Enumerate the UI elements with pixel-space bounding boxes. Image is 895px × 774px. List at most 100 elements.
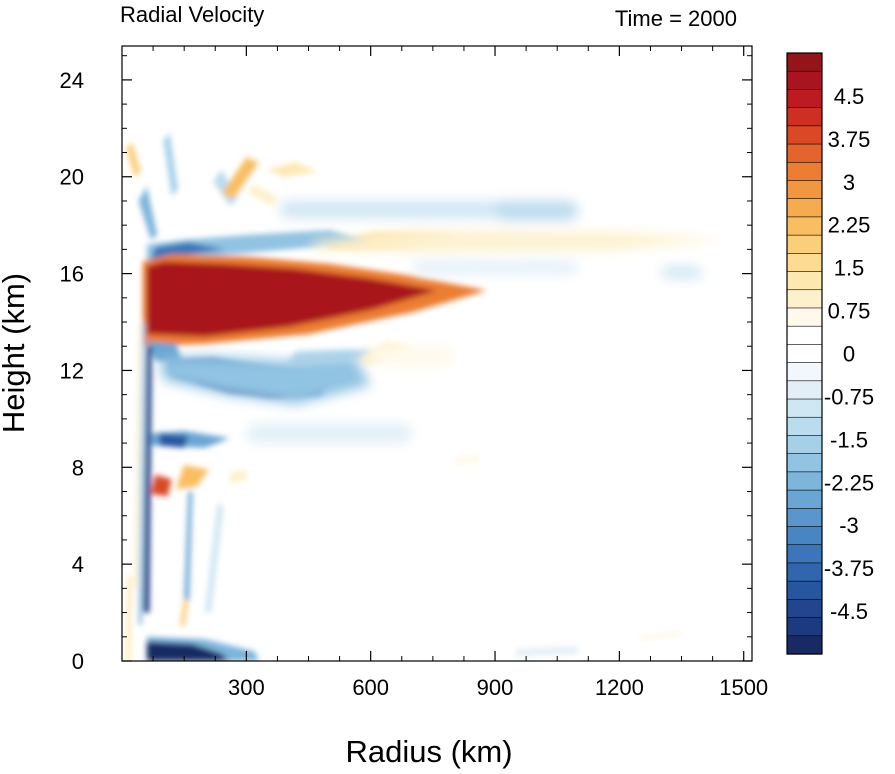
colorbar-swatch [786, 580, 823, 600]
eyewall-blue-outer [138, 322, 146, 625]
colorbar-swatch [786, 435, 823, 455]
colorbar-swatch [786, 198, 823, 218]
colorbar-label: 4.5 [834, 84, 865, 109]
midlevel-inflow-halo [159, 355, 371, 405]
colorbar-swatch [786, 635, 823, 655]
colorbar-swatch [786, 416, 823, 437]
y-tick-label: 16 [60, 262, 84, 287]
faint-band [246, 423, 413, 444]
colorbar-label: 1.5 [834, 256, 865, 281]
column-warm [180, 598, 189, 628]
colorbar-swatch [786, 125, 823, 145]
colorbar-label: 0 [843, 342, 855, 367]
colorbar-label: -1.5 [830, 427, 868, 452]
chart-title: Radial Velocity [120, 2, 264, 27]
upper-inflow [146, 230, 371, 262]
colorbar-label: -4.5 [830, 599, 868, 624]
colorbar-swatch [786, 344, 823, 364]
warm-streak [221, 157, 259, 199]
bl-near-surface-c [640, 631, 682, 640]
plot-frame [121, 45, 753, 662]
y-tick-label: 24 [60, 68, 84, 93]
y-tick-label: 12 [60, 358, 84, 383]
colorbar-swatch [786, 143, 823, 163]
bl-inflow [146, 641, 230, 661]
colorbar-swatch [786, 52, 823, 72]
y-axis: 0 4 8 12 16 20 24 [60, 55, 752, 674]
warm-streak [126, 142, 141, 177]
warm-8km-far [453, 455, 479, 465]
colorbar-swatch [786, 271, 823, 291]
colorbar-swatch [786, 253, 823, 273]
faint-band [660, 266, 703, 279]
colorbar-swatch [786, 398, 823, 418]
y-tick-label: 8 [72, 455, 84, 480]
colorbar-swatch [786, 362, 823, 382]
velocity-field [126, 133, 744, 661]
colorbar: 4.5 3.75 3 2.25 1.5 0.75 0 -0.75 -1.5 -2.25 -3 -3.7… [786, 52, 874, 655]
colorbar-swatch [786, 89, 823, 109]
colorbar-swatch [786, 70, 823, 91]
faint-band [412, 261, 578, 274]
colorbar-label: 3 [843, 170, 855, 195]
colorbar-label: 3.75 [828, 127, 871, 152]
colorbar-swatch [786, 489, 823, 509]
colorbar-swatch [786, 526, 823, 546]
bl-near-surface [412, 639, 744, 652]
colorbar-label: -0.75 [824, 384, 874, 409]
x-axis: 300 600 900 1200 1500 [152, 46, 768, 700]
colorbar-swatch [786, 289, 823, 309]
warm-7km [151, 474, 172, 497]
x-tick-label: 900 [477, 675, 514, 700]
faint-band [370, 346, 454, 366]
streak [138, 186, 158, 240]
y-tick-label: 20 [60, 165, 84, 190]
outflow-layer [312, 230, 723, 252]
eyewall-blue [143, 346, 152, 613]
colorbar-swatch [786, 234, 823, 254]
colorbar-swatch [786, 216, 823, 236]
warm-streak [267, 162, 317, 177]
colorbar-swatch [786, 107, 823, 127]
column-blue [184, 491, 193, 601]
colorbar-label: -2.25 [824, 470, 874, 495]
x-tick-label: 300 [228, 675, 265, 700]
bl-warm [126, 576, 132, 661]
colorbar-swatch [786, 562, 823, 582]
column-light [204, 503, 224, 613]
colorbar-label: -3.75 [824, 556, 874, 581]
warm-7km-c [229, 469, 247, 485]
streak [163, 133, 178, 197]
x-tick-label: 600 [352, 675, 389, 700]
x-tick-label: 1200 [595, 675, 644, 700]
colorbar-label: 0.75 [828, 299, 871, 324]
colorbar-swatch [786, 544, 823, 564]
y-axis-title: Height (km) [0, 273, 31, 433]
warm-streak [246, 184, 280, 206]
colorbar-frame [786, 52, 823, 655]
colorbar-swatch [786, 508, 823, 528]
colorbar-swatch [786, 180, 823, 200]
faint-band [495, 200, 578, 221]
x-axis-title: Radius (km) [345, 734, 512, 769]
warm-7km-b [175, 464, 210, 490]
bl-near-surface-b [515, 646, 578, 657]
colorbar-label: -3 [839, 513, 859, 538]
colorbar-swatch [786, 380, 823, 400]
time-label: Time = 2000 [615, 6, 737, 31]
colorbar-swatch [786, 325, 823, 345]
colorbar-swatch [786, 453, 823, 473]
x-tick-label: 1500 [719, 675, 768, 700]
colorbar-swatch [786, 307, 823, 327]
colorbar-swatch [786, 617, 823, 637]
band-9km-core [159, 433, 189, 448]
y-tick-label: 4 [72, 552, 84, 577]
y-tick-label: 0 [72, 649, 84, 674]
colorbar-swatch [786, 599, 823, 619]
colorbar-swatch [786, 161, 823, 182]
colorbar-swatch [786, 471, 823, 491]
colorbar-label: 2.25 [828, 213, 871, 238]
jet-core [146, 261, 438, 337]
eyewall-warm [133, 322, 142, 589]
